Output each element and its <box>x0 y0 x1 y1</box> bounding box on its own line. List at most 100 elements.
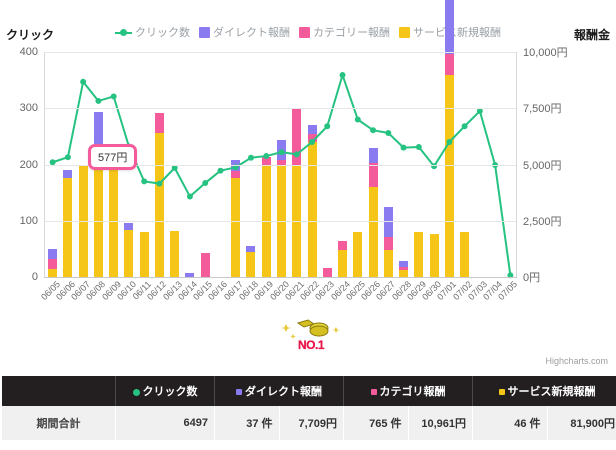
y-tick-right: 10,000円 <box>523 47 568 59</box>
chart-container: クリック 報酬金 クリック数 ダイレクト報酬 カテゴリー報酬 サービス新規報酬 0 10… <box>0 0 616 366</box>
category-color-square <box>370 389 377 396</box>
bar-segment <box>460 232 470 277</box>
bar-segment <box>338 241 348 250</box>
table-row: 期間合計 6497 37 件 7,709円 765 件 10,961円 46 件… <box>2 406 616 440</box>
bar-segment <box>154 133 164 277</box>
bar-segment <box>185 272 195 277</box>
y-axis-right-title: 報酬金 <box>573 28 610 42</box>
legend-line-marker <box>115 27 132 38</box>
y-tick-left: 400 <box>19 46 38 58</box>
legend-square-marker <box>199 26 210 38</box>
bar-segment <box>338 250 348 277</box>
y-tick-right: 0円 <box>523 272 541 284</box>
y-tick-left: 200 <box>19 158 38 171</box>
cell-service-count: 46 件 <box>472 406 548 440</box>
bar-segment <box>63 178 73 277</box>
y-tick-left: 100 <box>19 214 38 227</box>
bar-segment <box>307 125 317 135</box>
bar-segment <box>124 229 134 277</box>
legend-label: カテゴリー報酬 <box>313 27 390 39</box>
y-tick-right: 7,500円 <box>523 103 562 116</box>
bar-segment <box>231 178 241 277</box>
y-axis-right-labels: 0円 2,500円 5,000円 7,500円 10,000円 <box>523 47 613 284</box>
bar-segment <box>383 236 393 250</box>
header-direct: ダイレクト報酬 <box>214 376 344 406</box>
table-header-row: クリック数 ダイレクト報酬 カテゴリ報酬 サービス新規報酬 報酬合計 <box>2 376 616 406</box>
legend-item-4[interactable]: サービス新規報酬 <box>399 24 501 40</box>
bar-segment <box>63 170 73 178</box>
bar-segment <box>444 0 454 55</box>
cell-category-amount: 10,961円 <box>408 406 473 440</box>
legend-item-1[interactable]: クリック数 <box>115 24 190 40</box>
bar-segment <box>322 268 332 277</box>
header-service: サービス新規報酬 <box>472 376 616 406</box>
y-tick-left: 300 <box>19 102 38 115</box>
y-tick-left: 0 <box>31 271 38 283</box>
bar-segment <box>48 248 58 259</box>
bar-segment <box>414 232 424 277</box>
bar-segment <box>383 250 393 277</box>
bar-segment <box>368 147 378 164</box>
cell-category-count: 765 件 <box>343 406 409 440</box>
x-axis-line <box>44 277 517 278</box>
cell-direct-amount: 7,709円 <box>279 406 344 440</box>
bar-segment <box>307 134 317 142</box>
gold-coins-icon <box>281 319 340 339</box>
direct-color-square <box>236 389 242 396</box>
service-color-square <box>498 389 505 396</box>
gridline <box>45 52 516 53</box>
y-axis-left-title: クリック <box>6 28 55 42</box>
chart-tooltip: 577円 <box>88 144 138 170</box>
gridline <box>45 108 516 110</box>
bar-segment <box>399 266 409 271</box>
no1-badge-text: NO.1 <box>297 338 325 352</box>
legend-label: ダイレクト報酬 <box>213 27 290 39</box>
bar-segment <box>383 207 393 237</box>
bar-segment <box>154 112 164 133</box>
x-axis-labels: 06/05 06/06 06/07 06/08 06/09 06/10 06/11 06/12… <box>39 279 520 319</box>
bar-segment <box>93 111 103 165</box>
summary-table: クリック数 ダイレクト報酬 カテゴリ報酬 サービス新規報酬 報酬合計 <box>2 376 616 440</box>
bar-segment <box>444 74 454 277</box>
clicks-color-dot <box>132 388 140 396</box>
bar-segment <box>139 232 149 277</box>
gridline <box>45 164 516 166</box>
bar-segment <box>246 245 256 253</box>
bar-segment <box>399 261 409 267</box>
highcharts-credit[interactable]: Highcharts.com <box>545 356 608 366</box>
cell-clicks: 6497 <box>115 406 215 440</box>
bar-segment <box>429 234 439 277</box>
bar-segment <box>231 171 241 178</box>
y-tick-right: 2,500円 <box>523 215 562 228</box>
header-category: カテゴリ報酬 <box>343 376 473 406</box>
legend-label: サービス新規報酬 <box>413 27 501 39</box>
bar-segment <box>170 230 180 277</box>
bar-segment <box>246 252 256 277</box>
bar-segment <box>261 156 271 165</box>
chart-legend: クリック数 ダイレクト報酬 カテゴリー報酬 サービス新規報酬 <box>0 24 616 40</box>
bar-segment <box>48 269 58 277</box>
cell-service-amount: 81,900円 <box>547 406 616 440</box>
summary-table-container: クリック数 ダイレクト報酬 カテゴリ報酬 サービス新規報酬 報酬合計 <box>0 376 616 450</box>
bar-segment <box>124 223 134 230</box>
bar-segment <box>277 160 286 165</box>
header-blank <box>2 376 116 406</box>
bar-segment <box>200 253 210 277</box>
gridline <box>45 220 516 222</box>
bar-segment <box>353 232 363 277</box>
y-tick-right: 5,000円 <box>523 159 562 172</box>
row-label: 期間合計 <box>2 406 116 440</box>
legend-item-3[interactable]: カテゴリー報酬 <box>299 24 390 40</box>
legend-square-marker <box>299 26 310 38</box>
no1-badge: NO.1 <box>278 318 344 356</box>
bar-segment <box>368 187 378 277</box>
legend-square-marker <box>399 26 410 38</box>
cell-direct-count: 37 件 <box>214 406 280 440</box>
bar-segment <box>368 163 378 187</box>
legend-item-2[interactable]: ダイレクト報酬 <box>199 24 290 40</box>
bar-segment <box>399 270 409 277</box>
plot-area <box>44 0 517 279</box>
bar-segment <box>444 54 454 75</box>
bar-segment <box>307 142 317 277</box>
legend-label: クリック数 <box>135 27 190 39</box>
